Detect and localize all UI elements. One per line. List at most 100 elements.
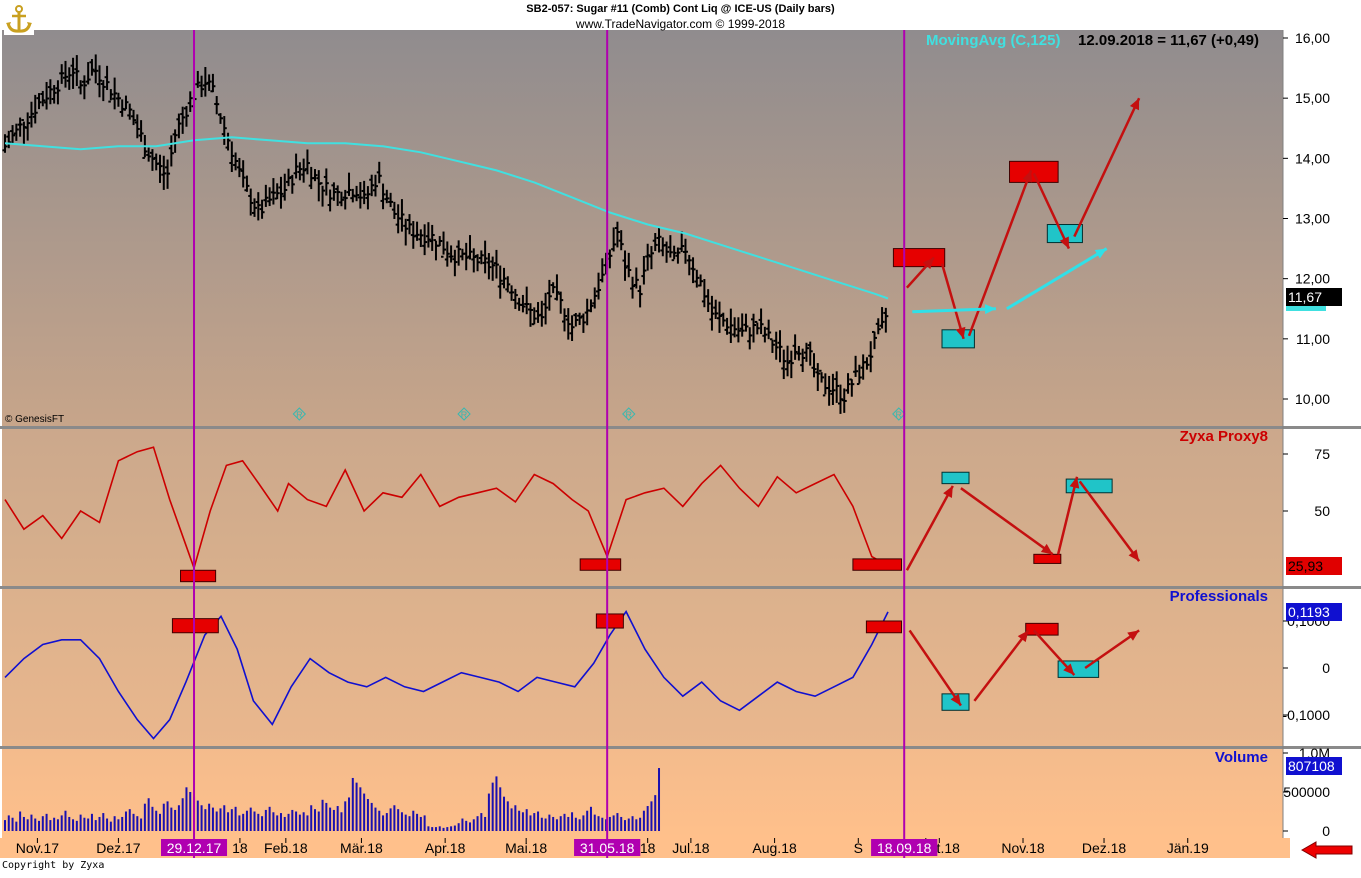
price-bar [267, 187, 273, 207]
date-marker-label: 29.12.17 [167, 840, 222, 856]
price-bar [841, 388, 847, 413]
volume-bar [295, 811, 298, 831]
price-bar [641, 256, 647, 285]
price-bar [62, 60, 68, 88]
volume-bar [525, 809, 528, 831]
price-bar [724, 317, 730, 335]
price-bar [773, 331, 779, 360]
volume-bar [261, 816, 264, 831]
volume-bar [642, 810, 645, 831]
scroll-left-arrow-icon[interactable] [1300, 841, 1354, 859]
volume-bar [400, 812, 403, 831]
price-bar [51, 85, 57, 104]
volume-bar [574, 817, 577, 831]
volume-bar [7, 815, 10, 831]
volume-bar [419, 816, 422, 831]
volume-bar [431, 827, 434, 831]
volume-bar [374, 807, 377, 831]
price-bar [781, 349, 787, 380]
price-bar [278, 176, 284, 209]
price-bar [97, 65, 103, 98]
prof-arrow-red-head [950, 693, 961, 706]
price-bar [66, 67, 72, 90]
date-marker-label: 18.09.18 [877, 840, 932, 856]
volume-bar [174, 809, 177, 831]
vol-tick-label: 500000 [1283, 784, 1330, 800]
volume-bar [423, 815, 426, 831]
prof-box-red [595, 613, 624, 629]
volume-bar [215, 811, 218, 831]
x-tick-label: Apr.18 [425, 840, 466, 856]
price-bar [758, 308, 764, 335]
price-bar [274, 183, 280, 200]
price-bar [690, 257, 696, 284]
prof-tick-label: -0,1000 [1283, 707, 1331, 723]
price-bar [85, 62, 91, 85]
volume-bar [26, 819, 29, 831]
x-tick-label: Jän.19 [1167, 840, 1209, 856]
volume-bar [306, 815, 309, 831]
volume-bar [453, 825, 456, 831]
price-bar [845, 373, 851, 394]
price-bar [229, 141, 235, 172]
price-bar [478, 250, 484, 265]
volume-bar [310, 805, 313, 831]
volume-bar [30, 814, 33, 831]
volume-bar [491, 782, 494, 831]
volume-bar [208, 803, 211, 831]
volume-bar [589, 806, 592, 831]
volume-bar [385, 813, 388, 831]
price-arrow-cyan-head [984, 304, 997, 315]
volume-bar [416, 813, 419, 831]
roll-marker-label: R [461, 410, 468, 420]
price-bar [168, 135, 174, 167]
volume-bar [370, 802, 373, 831]
price-bar [32, 94, 38, 124]
price-arrow-red-head [1129, 98, 1140, 111]
price-bar [388, 192, 394, 208]
price-bar [28, 101, 34, 128]
x-tick-label: S [854, 840, 863, 856]
price-bar [751, 313, 757, 343]
volume-bar [155, 810, 158, 831]
volume-bar [552, 816, 555, 831]
price-bar [883, 307, 889, 333]
volume-bar [593, 814, 596, 831]
price-bar [225, 132, 231, 151]
volume-bar [366, 799, 369, 831]
price-bar [376, 161, 382, 184]
volume-last-value-bg [1286, 757, 1342, 775]
volume-bar [484, 816, 487, 831]
price-bar [361, 180, 367, 205]
volume-bar [332, 809, 335, 831]
price-bar [293, 153, 299, 179]
price-bar [856, 364, 862, 386]
volume-bar [601, 817, 604, 831]
price-tick-label: 14,00 [1295, 150, 1330, 166]
volume-bar [242, 813, 245, 831]
volume-bar [230, 809, 233, 831]
x-tick-label: Aug.18 [752, 840, 797, 856]
price-bar [157, 154, 163, 183]
proxy-arrow-red [1056, 476, 1079, 555]
price-bar [240, 160, 246, 188]
volume-bar [98, 816, 101, 831]
price-box-red [892, 248, 946, 268]
price-bar [354, 185, 360, 202]
volume-bar [268, 806, 271, 831]
volume-bar [329, 807, 332, 831]
price-bar [739, 313, 745, 337]
price-bar [493, 249, 499, 279]
price-bar [372, 174, 378, 197]
price-bar [74, 55, 80, 86]
price-bar [686, 254, 692, 276]
prof-arrow-red [908, 629, 962, 707]
price-bar [709, 295, 715, 331]
volume-bar [113, 816, 116, 831]
price-bar [785, 345, 791, 377]
price-bar [391, 201, 397, 219]
price-bar [448, 245, 454, 263]
volume-bar [147, 798, 150, 831]
price-bar [531, 307, 537, 326]
volume-bar [646, 806, 649, 831]
